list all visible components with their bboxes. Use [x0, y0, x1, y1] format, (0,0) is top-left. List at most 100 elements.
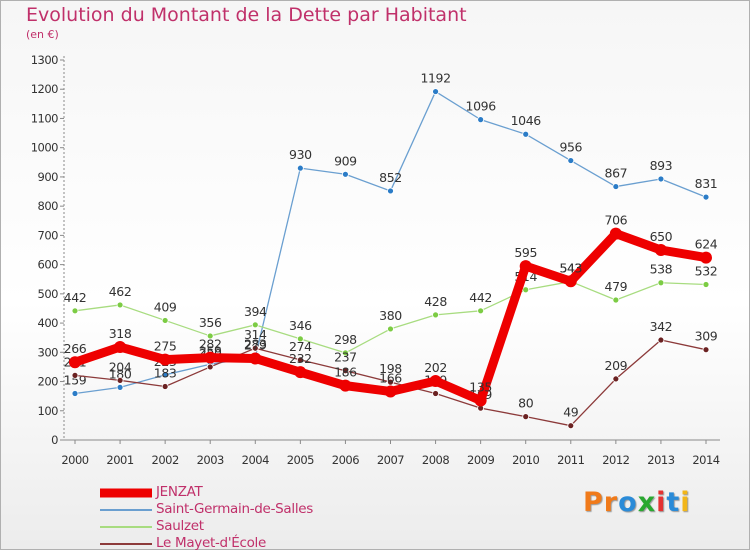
- data-point: [612, 375, 620, 383]
- data-point: [116, 376, 124, 384]
- legend-label: Le Mayet-d'École: [156, 535, 267, 551]
- data-label: 831: [695, 176, 718, 191]
- data-label: 538: [650, 262, 673, 277]
- data-point: [342, 367, 349, 375]
- x-tick-label: 2012: [602, 453, 629, 467]
- y-tick-label: 0: [51, 433, 58, 447]
- data-label: 1096: [466, 99, 497, 114]
- y-tick-label: 100: [38, 404, 59, 418]
- data-point: [116, 383, 124, 391]
- y-tick-label: 400: [38, 316, 59, 330]
- data-label: 166: [379, 370, 402, 385]
- logo-letter: x: [637, 487, 657, 518]
- logo-letter: P: [583, 487, 604, 518]
- data-point: [161, 383, 169, 390]
- data-point: [700, 251, 712, 264]
- data-label: 309: [695, 329, 718, 344]
- x-tick-label: 2004: [242, 453, 269, 467]
- x-tick-label: 2002: [152, 453, 179, 467]
- data-label: 275: [154, 339, 177, 354]
- data-label: 49: [563, 405, 579, 420]
- data-label: 650: [650, 229, 673, 244]
- proxiti-logo: Proxiti: [583, 487, 691, 518]
- x-tick-label: 2001: [106, 453, 133, 467]
- data-point: [702, 281, 710, 288]
- x-tick-label: 2007: [377, 453, 404, 467]
- data-point: [477, 307, 485, 315]
- y-tick-label: 900: [38, 170, 59, 184]
- data-label: 80: [518, 396, 534, 411]
- chart-title: Evolution du Montant de la Dette par Hab…: [26, 4, 467, 26]
- legend-label: Saulzet: [156, 518, 204, 534]
- data-point: [657, 175, 665, 183]
- data-point: [342, 349, 349, 357]
- y-tick-label: 500: [38, 287, 59, 301]
- data-point: [339, 379, 352, 392]
- data-label: 428: [424, 294, 447, 309]
- legend-swatch: [100, 508, 152, 511]
- data-point: [71, 371, 79, 379]
- data-label: 909: [334, 153, 357, 168]
- data-label: 893: [650, 158, 673, 173]
- data-point: [69, 356, 81, 369]
- data-label: 283: [244, 336, 267, 351]
- data-label: 479: [605, 279, 628, 294]
- data-point: [251, 344, 259, 352]
- legend-swatch: [100, 488, 152, 497]
- logo-letter: i: [656, 487, 667, 518]
- y-tick-label: 700: [38, 228, 59, 242]
- chart-subtitle: (en €): [26, 28, 59, 41]
- data-label: 930: [289, 147, 312, 162]
- data-label: 135: [469, 380, 492, 395]
- data-label: 346: [289, 318, 312, 333]
- data-point: [249, 352, 262, 365]
- data-label: 624: [695, 237, 718, 252]
- data-label: 543: [559, 260, 582, 275]
- data-point: [114, 341, 127, 354]
- logo-letter: t: [666, 487, 681, 518]
- legend-label: Saint-Germain-de-Salles: [156, 501, 314, 517]
- data-point: [384, 385, 397, 398]
- data-point: [206, 363, 214, 371]
- x-tick-label: 2000: [61, 453, 88, 467]
- y-tick-label: 1300: [31, 53, 58, 67]
- data-label: 274: [289, 339, 312, 354]
- data-point: [71, 307, 79, 315]
- data-label: 442: [64, 290, 87, 305]
- data-point: [432, 390, 439, 397]
- data-point: [71, 390, 79, 397]
- x-tick-label: 2005: [287, 453, 314, 467]
- data-point: [567, 157, 575, 164]
- data-point: [159, 353, 172, 366]
- data-label: 180: [109, 366, 132, 381]
- data-label: 394: [244, 304, 267, 319]
- data-label: 198: [379, 361, 402, 376]
- data-label: 282: [199, 337, 222, 352]
- data-label: 852: [379, 170, 402, 185]
- data-point: [609, 227, 622, 240]
- data-label: 232: [289, 351, 312, 366]
- data-point: [522, 286, 530, 294]
- y-tick-label: 800: [38, 199, 59, 213]
- data-point: [294, 366, 307, 379]
- x-tick-label: 2011: [557, 453, 584, 467]
- data-point: [654, 244, 667, 256]
- data-label: 186: [334, 365, 357, 380]
- data-label: 183: [154, 366, 177, 381]
- data-point: [204, 351, 217, 364]
- data-label: 956: [559, 140, 582, 155]
- data-point: [251, 321, 259, 329]
- legend-swatch: [100, 525, 152, 528]
- data-point: [519, 260, 532, 273]
- data-label: 532: [695, 263, 718, 278]
- logo-letter: i: [680, 487, 691, 518]
- data-point: [342, 170, 349, 178]
- data-point: [474, 394, 487, 407]
- data-point: [387, 187, 394, 195]
- data-label: 237: [334, 350, 357, 365]
- data-label: 318: [109, 326, 132, 341]
- data-point: [432, 88, 439, 95]
- data-label: 442: [469, 290, 492, 305]
